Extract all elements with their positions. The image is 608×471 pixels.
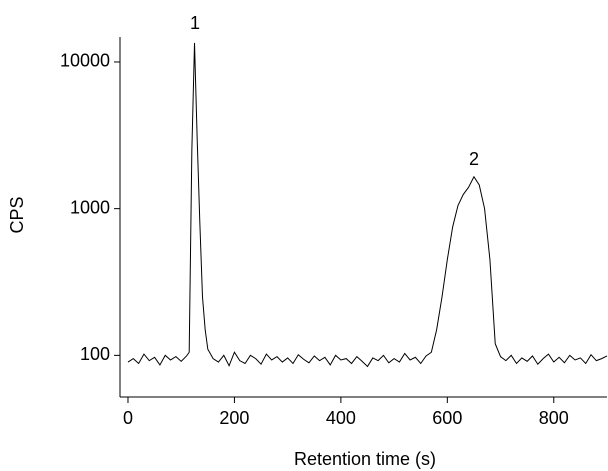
x-tick-label: 200 bbox=[219, 408, 249, 428]
y-tick-label: 1000 bbox=[70, 197, 110, 217]
peak-label: 1 bbox=[190, 13, 200, 33]
x-tick-label: 400 bbox=[326, 408, 356, 428]
x-tick-label: 600 bbox=[432, 408, 462, 428]
y-axis-label: CPS bbox=[7, 196, 27, 233]
y-tick-label: 10000 bbox=[60, 51, 110, 71]
y-tick-label: 100 bbox=[80, 344, 110, 364]
x-tick-label: 0 bbox=[123, 408, 133, 428]
x-tick-label: 800 bbox=[539, 408, 569, 428]
data-line bbox=[127, 42, 608, 368]
peak-label: 2 bbox=[469, 149, 479, 169]
x-axis-label: Retention time (s) bbox=[294, 449, 436, 469]
